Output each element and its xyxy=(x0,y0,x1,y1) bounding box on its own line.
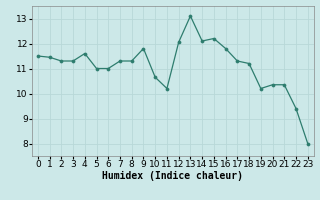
X-axis label: Humidex (Indice chaleur): Humidex (Indice chaleur) xyxy=(102,171,243,181)
